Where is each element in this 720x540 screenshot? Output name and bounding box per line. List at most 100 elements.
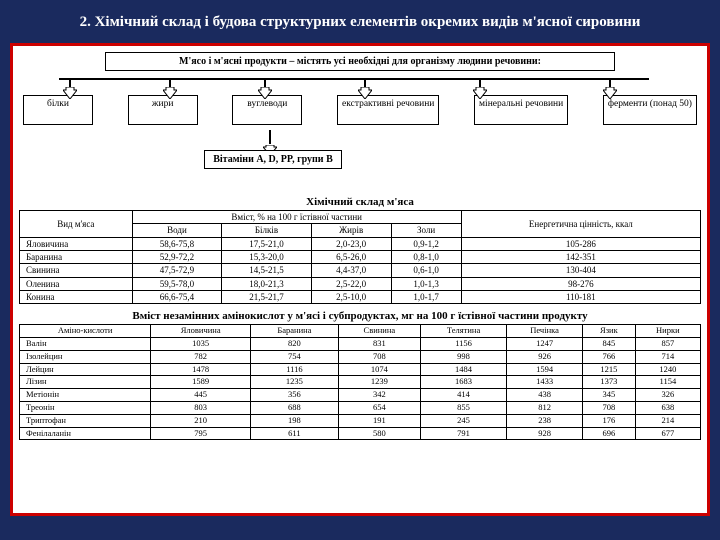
flow-top-box: М'ясо і м'ясні продукти – містять усі не… [105, 52, 615, 71]
cell-value: 52,9-72,2 [132, 251, 222, 264]
cell-value: 15,3-20,0 [222, 251, 312, 264]
flow-child-box: екстрактивні речовини [337, 95, 439, 125]
col-group: Вміст, % на 100 г їстівної частини [132, 211, 461, 224]
table2-col: Баранина [251, 325, 339, 338]
cell-value: 611 [251, 427, 339, 440]
table-row: Яловичина58,6-75,817,5-21,02,0-23,00,9-1… [20, 237, 701, 250]
cell-value: 14,5-21,5 [222, 264, 312, 277]
cell-aminoacid: Лізин [20, 376, 151, 389]
cell-value: 414 [421, 389, 507, 402]
cell-value: 176 [583, 414, 636, 427]
cell-value: 1478 [151, 363, 251, 376]
cell-value: 831 [338, 338, 420, 351]
cell-value: 708 [338, 350, 420, 363]
cell-value: 59,5-78,0 [132, 277, 222, 290]
cell-value: 580 [338, 427, 420, 440]
cell-value: 1240 [635, 363, 700, 376]
cell-value: 714 [635, 350, 700, 363]
cell-value: 1594 [507, 363, 583, 376]
cell-value: 66,6-75,4 [132, 291, 222, 304]
cell-value: 438 [507, 389, 583, 402]
col-meat: Вид м'яса [20, 211, 133, 238]
table-row: Ізолейцин782754708998926766714 [20, 350, 701, 363]
cell-value: 445 [151, 389, 251, 402]
cell-value: 2,5-10,0 [311, 291, 391, 304]
cell-value: 1,0-1,3 [391, 277, 461, 290]
table2-col: Свинина [338, 325, 420, 338]
cell-value: 998 [421, 350, 507, 363]
table-row: Валін103582083111561247845857 [20, 338, 701, 351]
arrow-down-icon [258, 86, 272, 104]
cell-value: 345 [583, 389, 636, 402]
cell-value: 1,0-1,7 [391, 291, 461, 304]
cell-value: 754 [251, 350, 339, 363]
table-row: Треонін803688654855812708638 [20, 402, 701, 415]
cell-value: 0,8-1,0 [391, 251, 461, 264]
cell-value: 2,0-23,0 [311, 237, 391, 250]
table2-title: Вміст незамінних амінокислот у м'ясі і с… [19, 310, 701, 322]
cell-value: 326 [635, 389, 700, 402]
content-frame: М'ясо і м'ясні продукти – містять усі не… [10, 43, 710, 516]
cell-value: 4,4-37,0 [311, 264, 391, 277]
cell-aminoacid: Фенілаланін [20, 427, 151, 440]
flow-child-box: ферменти (понад 50) [603, 95, 697, 125]
table1-col: Золи [391, 224, 461, 237]
cell-meat: Конина [20, 291, 133, 304]
table2-col: Нирки [635, 325, 700, 338]
cell-value: 791 [421, 427, 507, 440]
cell-energy: 142-351 [461, 251, 700, 264]
cell-value: 688 [251, 402, 339, 415]
arrow-down-icon [63, 86, 77, 104]
cell-value: 1116 [251, 363, 339, 376]
cell-value: 1484 [421, 363, 507, 376]
cell-aminoacid: Треонін [20, 402, 151, 415]
cell-value: 928 [507, 427, 583, 440]
col-energy: Енергетична цінність, ккал [461, 211, 700, 238]
table-row: Конина66,6-75,421,5-21,72,5-10,01,0-1,71… [20, 291, 701, 304]
cell-aminoacid: Триптофан [20, 414, 151, 427]
cell-value: 0,9-1,2 [391, 237, 461, 250]
cell-value: 21,5-21,7 [222, 291, 312, 304]
cell-value: 1683 [421, 376, 507, 389]
cell-meat: Свинина [20, 264, 133, 277]
cell-value: 1215 [583, 363, 636, 376]
flow-vitamins-box: Вітаміни A, D, PP, групи B [204, 150, 342, 169]
table1-col: Білків [222, 224, 312, 237]
cell-value: 766 [583, 350, 636, 363]
cell-value: 782 [151, 350, 251, 363]
cell-value: 0,6-1,0 [391, 264, 461, 277]
cell-value: 1433 [507, 376, 583, 389]
cell-meat: Оленина [20, 277, 133, 290]
cell-value: 356 [251, 389, 339, 402]
cell-value: 926 [507, 350, 583, 363]
cell-value: 198 [251, 414, 339, 427]
cell-value: 210 [151, 414, 251, 427]
table1-col: Жирів [311, 224, 391, 237]
cell-value: 803 [151, 402, 251, 415]
cell-value: 342 [338, 389, 420, 402]
cell-energy: 110-181 [461, 291, 700, 304]
flow-diagram: М'ясо і м'ясні продукти – містять усі не… [19, 52, 701, 172]
table-row: Метіонін445356342414438345326 [20, 389, 701, 402]
table1-col: Води [132, 224, 222, 237]
cell-value: 1235 [251, 376, 339, 389]
cell-value: 6,5-26,0 [311, 251, 391, 264]
cell-value: 708 [583, 402, 636, 415]
cell-value: 696 [583, 427, 636, 440]
table2-col: Печінка [507, 325, 583, 338]
cell-meat: Яловичина [20, 237, 133, 250]
cell-value: 1035 [151, 338, 251, 351]
cell-value: 1239 [338, 376, 420, 389]
cell-value: 58,6-75,8 [132, 237, 222, 250]
table-row: Фенілаланін795611580791928696677 [20, 427, 701, 440]
cell-value: 17,5-21,0 [222, 237, 312, 250]
cell-energy: 105-286 [461, 237, 700, 250]
cell-meat: Баранина [20, 251, 133, 264]
table-row: Лізин1589123512391683143313731154 [20, 376, 701, 389]
cell-value: 638 [635, 402, 700, 415]
cell-value: 238 [507, 414, 583, 427]
table2-col: Язик [583, 325, 636, 338]
cell-aminoacid: Ізолейцин [20, 350, 151, 363]
col-aminoacid: Аміно-кислоти [20, 325, 151, 338]
cell-value: 1154 [635, 376, 700, 389]
